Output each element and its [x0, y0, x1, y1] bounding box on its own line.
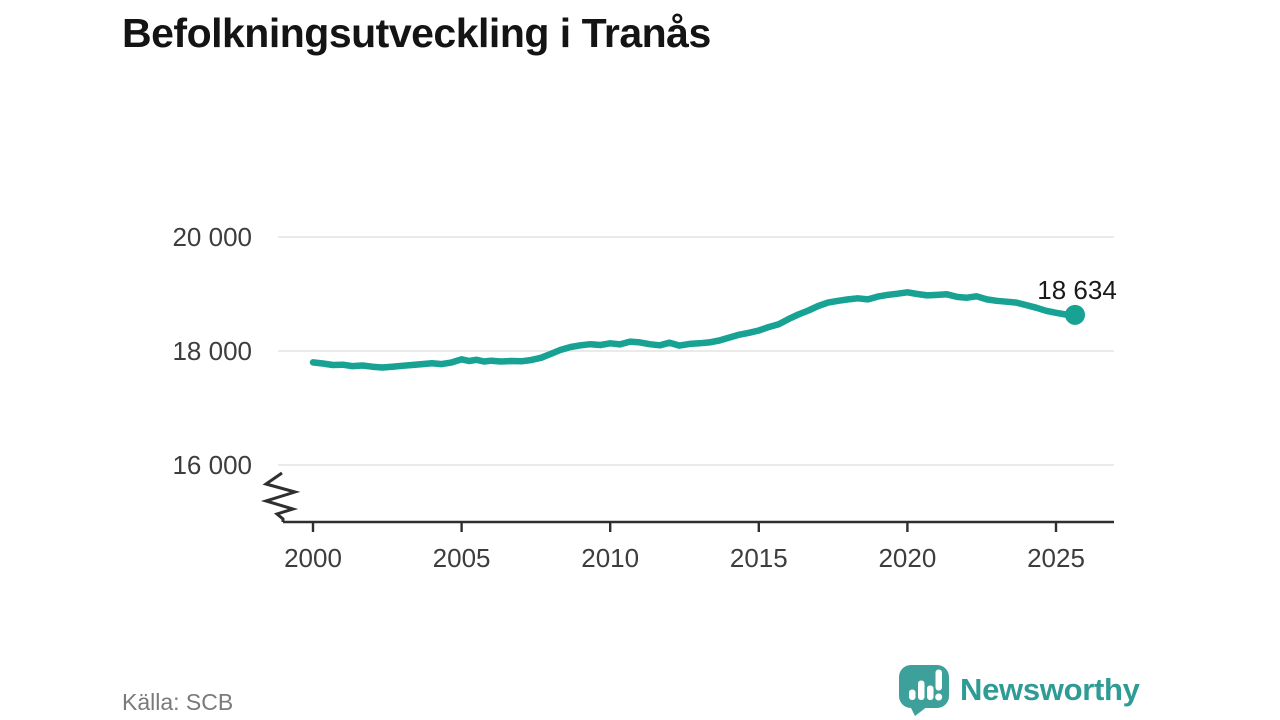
y-axis-tick-label: 18 000	[172, 336, 252, 366]
x-axis-tick-label: 2000	[284, 543, 342, 573]
x-axis-tick-label: 2025	[1027, 543, 1085, 573]
bar-tall	[918, 680, 925, 700]
bar-small	[909, 689, 916, 700]
chart-title: Befolkningsutveckling i Tranås	[122, 10, 711, 56]
source-caption: Källa: SCB	[122, 689, 234, 715]
newsworthy-logo-text: Newsworthy	[960, 672, 1140, 707]
newsworthy-brand: Newsworthy	[897, 664, 1140, 716]
y-axis-tick-label: 16 000	[172, 450, 252, 480]
exclamation-bar	[935, 669, 942, 691]
x-axis-tick-label: 2010	[581, 543, 639, 573]
newsworthy-speech-bubble-chart-icon	[899, 665, 949, 716]
population-series-line	[309, 289, 1079, 371]
x-axis-tick-label: 2020	[878, 543, 936, 573]
x-axis-tick-label: 2015	[730, 543, 788, 573]
exclamation-dot	[935, 693, 943, 701]
bar-medium	[927, 685, 934, 700]
series-end-value-label: 18 634	[1037, 275, 1117, 305]
speech-bubble-tail	[910, 706, 928, 716]
series-end-dot	[1065, 304, 1086, 325]
y-axis-tick-label: 20 000	[172, 222, 252, 252]
x-axis-tick-label: 2005	[433, 543, 491, 573]
y-axis-break-icon	[260, 471, 301, 522]
